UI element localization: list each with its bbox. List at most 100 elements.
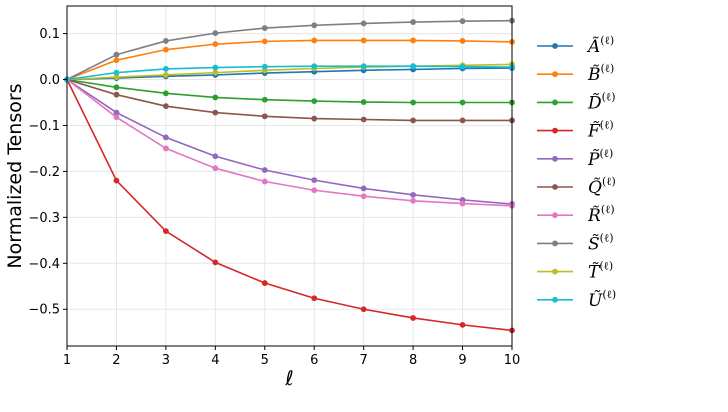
series-2 [64,76,515,106]
data-point [162,66,169,72]
data-point [162,228,169,235]
legend-letter: S̃ [588,234,600,254]
legend-superscript: (ℓ) [602,90,616,103]
data-point [410,37,417,44]
y-tick-label: −0.1 [28,119,60,134]
data-point [113,51,120,58]
y-tick-label: −0.4 [28,257,60,272]
data-point [311,177,318,184]
series-line [66,79,513,332]
legend-superscript: (ℓ) [599,147,613,160]
data-point [261,96,268,103]
data-point [212,64,219,71]
legend-item: B̃(ℓ) [537,62,614,85]
legend-swatch-marker [552,268,558,275]
data-point [162,46,169,53]
x-tick-label: 7 [360,353,368,368]
data-point [311,22,318,29]
x-tick-label: 3 [162,353,170,368]
legend-swatch-marker [552,184,558,190]
data-point [311,187,318,194]
legend-swatch-marker [552,71,558,78]
data-point [113,114,120,121]
legend-swatch-marker [552,212,558,219]
legend-superscript: (ℓ) [601,203,615,216]
data-point [212,259,219,266]
legend-superscript: (ℓ) [600,34,614,47]
x-tick-label: 1 [63,353,71,368]
data-point [113,91,120,98]
legend-item: F̃(ℓ) [537,119,614,142]
data-point [261,63,268,70]
data-point [212,69,219,76]
legend-letter: D̃ [587,93,602,113]
y-tick-label: −0.5 [28,303,60,318]
legend-swatch-marker [552,43,558,49]
data-point [162,38,169,44]
data-point [261,38,268,45]
legend-superscript: (ℓ) [599,260,613,273]
legend-item: T̃(ℓ) [537,260,613,283]
data-point [360,37,367,44]
series-layer [64,17,515,334]
data-point [212,94,219,101]
data-point [410,99,417,106]
series-7 [64,17,515,83]
x-axis-title: ℓ [284,366,293,390]
data-point [459,117,466,124]
legend-superscript: (ℓ) [600,231,614,244]
series-9 [64,63,515,83]
data-point [261,280,268,286]
legend-letter: T̃ [588,263,601,283]
legend-item: P̃(ℓ) [537,147,613,170]
series-line [66,78,513,207]
x-tick-label: 6 [310,353,318,368]
axes: 1 2 3 4 5 6 7 8 9 10 0.1 0.0 −0.1 −0.2 −0.3 −0.4 −0.5 [28,27,520,368]
legend-superscript: (ℓ) [600,119,614,132]
legend-item: D̃(ℓ) [537,90,616,113]
y-tick-label: 0.1 [39,27,60,42]
series-1 [64,37,515,83]
legend-letter: F̃ [587,122,601,142]
data-point [162,145,169,152]
legend-item: S̃(ℓ) [537,231,614,254]
legend-label: F̃(ℓ) [587,119,614,142]
data-point [212,165,219,172]
y-tick-label: 0.0 [39,73,60,88]
series-line [66,19,513,81]
x-tick-label: 4 [211,353,219,368]
data-point [162,103,169,110]
data-point [261,167,268,173]
data-point [212,30,219,37]
y-tick-label: −0.2 [28,165,60,180]
legend: Ã(ℓ)B̃(ℓ)D̃(ℓ)F̃(ℓ)P̃(ℓ)Q̃(ℓ)R̃(ℓ)S̃(ℓ)T… [537,34,616,311]
legend-item: Ũ(ℓ) [537,288,616,311]
series-line [66,67,513,81]
data-point [113,69,120,76]
data-point [360,193,367,200]
data-point [459,99,466,106]
data-point [261,178,268,185]
data-point [113,177,120,184]
data-point [360,185,367,192]
legend-swatch-marker [552,99,558,106]
legend-item: Ã(ℓ) [537,34,614,57]
legend-superscript: (ℓ) [601,62,615,75]
data-point [459,63,466,70]
data-point [360,20,367,27]
data-point [311,98,318,105]
grid [66,6,513,346]
data-point [459,200,466,207]
data-point [311,63,318,70]
data-point [360,63,367,70]
y-tick-label: −0.3 [28,211,60,226]
data-point [212,153,219,160]
legend-letter: B̃ [587,65,601,85]
series-4 [64,76,515,207]
data-point [162,134,169,141]
series-line [66,78,512,122]
legend-label: P̃(ℓ) [587,147,613,170]
legend-label: T̃(ℓ) [588,260,613,283]
x-tick-label: 2 [112,353,120,368]
